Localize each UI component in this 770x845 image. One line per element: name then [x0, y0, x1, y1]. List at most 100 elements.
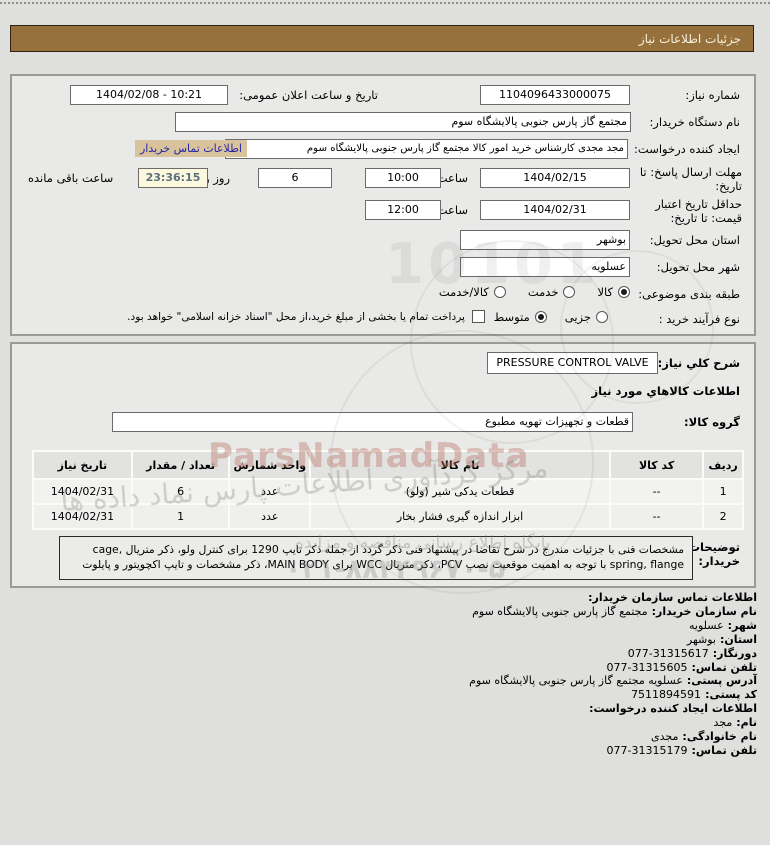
hours-remaining-label: ساعت باقی مانده	[28, 171, 114, 185]
contact-label: کد پستی:	[705, 688, 757, 702]
radio-option-goods[interactable]: کالا	[597, 285, 630, 299]
buyer-contact-link[interactable]: اطلاعات تماس خریدار	[135, 140, 247, 157]
cell-need-date: 1404/02/31	[34, 480, 131, 503]
contact-city: شهر:عسلویه	[469, 619, 757, 633]
delivery-province-label: استان محل تحویل:	[649, 233, 740, 247]
contact-label: نام سازمان خریدار:	[651, 604, 757, 618]
cell-quantity: 1	[132, 505, 229, 528]
contact-value: مجدی	[651, 730, 679, 744]
contact-value: عسلویه مجتمع گاز پارس جنوبی پالایشگاه سو…	[469, 674, 683, 688]
radio-option-service[interactable]: خدمت	[528, 285, 576, 299]
contact-value: مجد	[713, 716, 733, 730]
cell-item-code: --	[611, 505, 703, 528]
price-validity-time-field[interactable]: 12:00	[365, 200, 441, 220]
creator-first-name: نام:مجد	[469, 716, 757, 730]
request-creator-field[interactable]: مجد مجدی کارشناس خرید امور کالا مجتمع گا…	[225, 139, 628, 159]
countdown-timer: 23:36:15	[138, 168, 208, 188]
contact-label: استان:	[720, 632, 757, 646]
contact-label: آدرس پستی:	[686, 674, 757, 688]
goods-group-field[interactable]: قطعات و تجهیزات تهویه مطبوع	[112, 412, 633, 432]
delivery-province-field[interactable]: بوشهر	[460, 230, 630, 250]
goods-info-heading: اطلاعات کالاهاي مورد نیاز	[591, 384, 740, 398]
reply-deadline-time-field[interactable]: 10:00	[365, 168, 441, 188]
radio-icon[interactable]	[493, 286, 506, 298]
contact-address: آدرس پستی:عسلویه مجتمع گاز پارس جنوبی پا…	[469, 674, 757, 688]
header-unit: واحد شمارش	[230, 452, 310, 478]
purchase-process-radios: جزیی متوسط	[494, 310, 608, 324]
contact-value: بوشهر	[686, 632, 716, 646]
buyer-org-label: نام دستگاه خریدار:	[649, 115, 740, 129]
request-creator-label: ایجاد کننده درخواست:	[634, 142, 740, 156]
creator-phone: تلفن تماس:31315179-077	[469, 744, 757, 758]
contact-label: دورنگار:	[712, 646, 757, 660]
purchase-process-label: نوع فرآیند خرید :	[658, 312, 740, 326]
reply-deadline-date-field[interactable]: 1404/02/15	[480, 168, 630, 188]
contact-phone: تلفن تماس:31315605-077	[469, 661, 757, 675]
contact-label: تلفن تماس:	[691, 660, 757, 674]
header-item-name: نام کالا	[311, 452, 609, 478]
header-need-date: تاریخ نیاز	[34, 452, 131, 478]
section-goods-info: شرح کلي نیاز: PRESSURE CONTROL VALVE اطل…	[10, 342, 756, 588]
announce-datetime-label: تاریخ و ساعت اعلان عمومی:	[239, 88, 378, 102]
need-description-field[interactable]: PRESSURE CONTROL VALVE	[487, 352, 658, 374]
buyer-org-field[interactable]: مجتمع گاز پارس جنوبی پالایشگاه سوم	[175, 112, 631, 132]
subject-classification-radios: کالا خدمت کالا/خدمت	[439, 285, 630, 299]
radio-label: جزیی	[564, 310, 591, 324]
radio-icon[interactable]	[618, 286, 630, 298]
page-title: جزئیات اطلاعات نیاز	[10, 25, 754, 52]
header-item-code: کد کالا	[611, 452, 703, 478]
radio-option-medium[interactable]: متوسط	[494, 310, 547, 324]
days-suffix-label: روز و	[204, 171, 230, 185]
contact-label: اطلاعات تماس سازمان خریدار:	[588, 591, 757, 604]
radio-icon[interactable]	[534, 311, 547, 323]
price-validity-label: حداقل تاریخ اعتبار قیمت: تا تاریخ:	[655, 197, 742, 225]
table-row: 1 -- قطعات یدکی شیر (ولو) عدد 6 1404/02/…	[34, 480, 742, 503]
need-number-field[interactable]: 1104096433000075	[480, 85, 630, 105]
radio-option-goods-service[interactable]: کالا/خدمت	[439, 285, 506, 299]
contact-label: شهر:	[727, 618, 757, 632]
contact-value: 7511894591	[631, 688, 702, 702]
creator-info-heading: اطلاعات ایجاد کننده درخواست:	[469, 702, 757, 716]
cell-item-name: ابزار اندازه گیری فشار بخار	[311, 505, 609, 528]
treasury-payment-row: پرداخت تمام یا بخشی از مبلغ خرید،از محل …	[127, 310, 485, 323]
radio-label: کالا/خدمت	[438, 285, 489, 299]
top-dotted-divider	[0, 2, 770, 4]
radio-label: متوسط	[493, 310, 530, 324]
reply-deadline-label: مهلت ارسال پاسخ: تا تاریخ:	[639, 165, 742, 193]
contact-value: 31315605-077	[606, 660, 688, 674]
creator-last-name: نام خانوادگی:مجدی	[469, 730, 757, 744]
header-row-number: ردیف	[704, 452, 742, 478]
header-quantity: تعداد / مقدار	[132, 452, 229, 478]
radio-option-minor[interactable]: جزیی	[565, 310, 608, 324]
buyer-notes-text: مشخصات فنی با جزئیات مندرج در شرح تقاضا …	[59, 536, 693, 580]
buyer-notes-label: توضیحات خریدار:	[688, 540, 741, 568]
deadline-hour-label: ساعت	[436, 171, 468, 185]
delivery-city-field[interactable]: عسلویه	[460, 257, 630, 277]
need-description-label: شرح کلي نیاز:	[657, 356, 740, 370]
days-remaining-field[interactable]: 6	[258, 168, 332, 188]
cell-row-number: 2	[704, 505, 742, 528]
contact-fax: دورنگار:31315617-077	[469, 647, 757, 661]
buyer-contact-block: اطلاعات تماس سازمان خریدار: نام سازمان خ…	[469, 591, 757, 758]
price-validity-date-field[interactable]: 1404/02/31	[480, 200, 630, 220]
contact-label: نام خانوادگی:	[682, 730, 757, 744]
section-general-info: شماره نیاز: 1104096433000075 تاریخ و ساع…	[10, 74, 756, 336]
cell-unit: عدد	[230, 505, 310, 528]
contact-value: مجتمع گاز پارس جنوبی پالایشگاه سوم	[472, 604, 648, 618]
contact-postal-code: کد پستی:7511894591	[469, 688, 757, 702]
validity-hour-label: ساعت	[436, 203, 468, 217]
contact-province: استان: بوشهر	[469, 633, 757, 647]
contact-heading: اطلاعات تماس سازمان خریدار:	[469, 591, 757, 605]
radio-icon[interactable]	[563, 286, 576, 298]
goods-group-label: گروه کالا:	[684, 415, 740, 429]
items-table: ردیف کد کالا نام کالا واحد شمارش تعداد /…	[32, 450, 744, 530]
radio-label: خدمت	[527, 285, 559, 299]
radio-label: کالا	[597, 285, 613, 299]
contact-value: 31315617-077	[627, 646, 709, 660]
cell-need-date: 1404/02/31	[34, 505, 131, 528]
cell-item-name: قطعات یدکی شیر (ولو)	[311, 480, 609, 503]
radio-icon[interactable]	[596, 311, 608, 323]
announce-datetime-field[interactable]: 1404/02/08 - 10:21	[70, 85, 228, 105]
treasury-checkbox[interactable]	[472, 310, 485, 323]
